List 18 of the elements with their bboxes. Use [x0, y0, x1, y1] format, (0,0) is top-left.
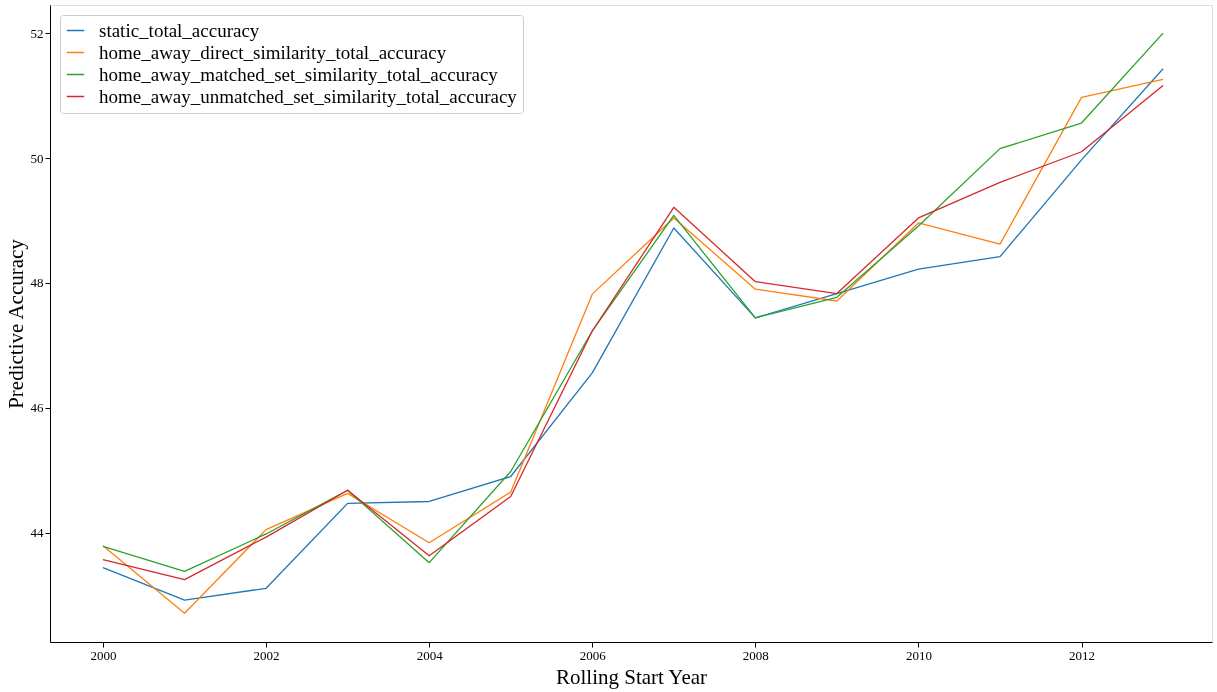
x-tick-label: 2002: [253, 647, 280, 663]
legend-label: home_away_matched_set_similarity_total_accuracy: [99, 63, 499, 85]
x-axis-title: Rolling Start Year: [555, 664, 708, 689]
x-tick-label: 2008: [742, 647, 769, 663]
x-tick-label: 2012: [1069, 647, 1096, 663]
x-tick-label: 2004: [416, 647, 444, 663]
legend-label: home_away_unmatched_set_similarity_total_accuracy: [99, 85, 518, 107]
y-tick-label: 44: [30, 525, 44, 541]
y-tick-label: 46: [30, 400, 44, 416]
x-tick-label: 2000: [90, 647, 117, 663]
legend-label: home_away_direct_similarity_total_accuracy: [99, 41, 447, 63]
x-tick-label: 2010: [905, 647, 932, 663]
y-axis-title: Predictive Accuracy: [3, 238, 28, 409]
y-tick-label: 52: [30, 25, 44, 41]
y-tick-label: 50: [30, 150, 44, 166]
y-tick-label: 48: [30, 275, 44, 291]
x-tick-label: 2006: [579, 647, 607, 663]
legend-label: static_total_accuracy: [99, 19, 260, 41]
